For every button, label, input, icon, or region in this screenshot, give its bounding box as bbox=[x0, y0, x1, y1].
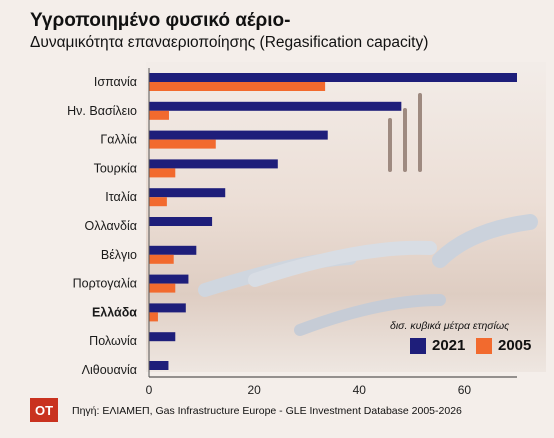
pipeline-decoration bbox=[198, 93, 538, 336]
category-label-10: Λιθουανία bbox=[82, 363, 137, 377]
category-label-7: Πορτογαλία bbox=[73, 277, 137, 291]
source-note: Πηγή: ΕΛΙΑΜΕΠ, Gas Infrastructure Europe… bbox=[72, 405, 462, 417]
bar-2005-6 bbox=[149, 254, 174, 264]
category-label-8: Ελλάδα bbox=[92, 305, 137, 319]
legend-label-2021: 2021 bbox=[432, 337, 466, 354]
category-label-2: Γαλλία bbox=[100, 133, 137, 147]
category-label-0: Ισπανία bbox=[94, 75, 137, 89]
legend-swatch-2021 bbox=[410, 337, 426, 354]
legend-item-2021: 2021 bbox=[410, 337, 465, 354]
category-label-6: Βέλγιο bbox=[101, 248, 137, 262]
legend-item-2005: 2005 bbox=[476, 337, 531, 354]
legend-unit: δισ. κυβικά μέτρα ετησίως bbox=[390, 320, 510, 332]
chart-subtitle: Δυναμικότητα επαναεριοποίησης (Regasific… bbox=[30, 34, 429, 51]
category-label-5: Ολλανδία bbox=[85, 219, 137, 233]
bar-2005-7 bbox=[149, 283, 176, 293]
bar-2021-10 bbox=[149, 361, 169, 370]
x-tick-label-2: 40 bbox=[353, 383, 367, 397]
bar-2005-8 bbox=[149, 312, 158, 322]
bar-2021-5 bbox=[149, 217, 213, 226]
bar-2021-7 bbox=[149, 274, 189, 284]
bar-2005-1 bbox=[149, 110, 169, 120]
category-label-9: Πολωνία bbox=[89, 334, 137, 348]
chart-title: Υγροποιημένο φυσικό αέριο- bbox=[30, 10, 291, 31]
category-label-4: Ιταλία bbox=[105, 190, 137, 204]
bar-2005-0 bbox=[149, 82, 326, 91]
bar-2005-3 bbox=[149, 168, 176, 178]
bar-2021-9 bbox=[149, 332, 176, 342]
bar-2021-2 bbox=[149, 130, 328, 140]
x-tick-label-3: 60 bbox=[458, 383, 472, 397]
bar-2021-6 bbox=[149, 245, 197, 255]
bar-2005-4 bbox=[149, 197, 167, 207]
bar-2021-4 bbox=[149, 188, 226, 198]
bar-2021-1 bbox=[149, 101, 402, 111]
x-tick-label-0: 0 bbox=[146, 383, 153, 397]
category-label-1: Ην. Βασίλειο bbox=[67, 104, 137, 118]
ot-logo: OT bbox=[30, 398, 58, 422]
bar-2021-8 bbox=[149, 303, 186, 313]
legend-swatch-2005 bbox=[476, 337, 492, 354]
bar-2021-0 bbox=[149, 73, 517, 82]
x-tick-label-1: 20 bbox=[247, 383, 261, 397]
bar-2005-2 bbox=[149, 139, 216, 149]
legend-label-2005: 2005 bbox=[498, 337, 532, 354]
bar-2021-3 bbox=[149, 159, 278, 169]
category-label-3: Τουρκία bbox=[94, 161, 137, 175]
